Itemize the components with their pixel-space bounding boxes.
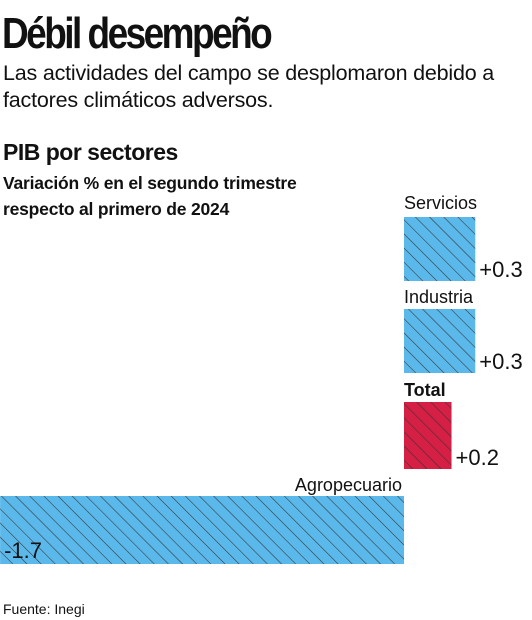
source-note: Fuente: Inegi bbox=[3, 601, 85, 617]
bar-industria bbox=[404, 309, 476, 373]
value-label-servicios: +0.3 bbox=[479, 257, 522, 282]
category-label-industria: Industria bbox=[404, 287, 474, 307]
headline: Débil desempeño bbox=[2, 9, 273, 58]
deck: Las actividades del campo se desplomaron… bbox=[3, 61, 494, 112]
bar-servicios bbox=[404, 217, 476, 281]
value-label-industria: +0.3 bbox=[479, 349, 522, 374]
category-label-agropecuario: Agropecuario bbox=[295, 475, 402, 495]
chart-title: PIB por sectores bbox=[3, 139, 178, 165]
value-label-total: +0.2 bbox=[456, 445, 499, 470]
value-label-agropecuario: -1.7 bbox=[4, 538, 42, 563]
chart-subtitle: Variación % en el segundo trimestre resp… bbox=[3, 173, 297, 219]
category-label-total: Total bbox=[404, 380, 446, 400]
bar-total bbox=[404, 402, 452, 469]
category-label-servicios: Servicios bbox=[404, 193, 477, 213]
bar-agropecuario bbox=[0, 496, 405, 564]
